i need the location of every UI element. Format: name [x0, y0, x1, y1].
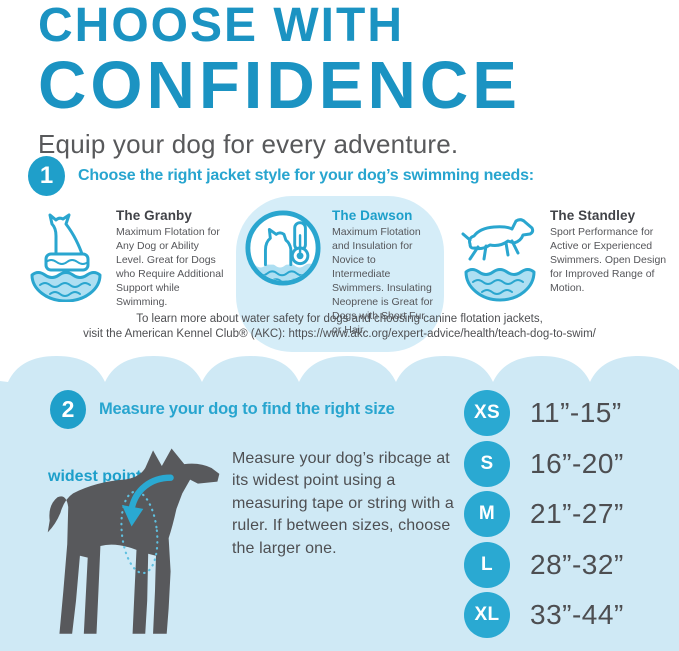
size-range-xl: 33”-44”	[530, 599, 624, 630]
granby-title: The Granby	[116, 208, 193, 223]
size-row-m: M 21”-27”	[464, 491, 624, 537]
akc-note-line1: To learn more about water safety for dog…	[136, 313, 543, 325]
step2-heading: Measure your dog to find the right size	[99, 400, 395, 418]
size-range-xs: 11”-15”	[530, 397, 622, 428]
granby-text: The Granby Maximum Flotation for Any Dog…	[116, 208, 228, 310]
page-subtitle: Equip your dog for every adventure.	[38, 129, 459, 159]
dog-on-float-icon	[30, 213, 102, 302]
step1-heading: Choose the right jacket style for your d…	[78, 167, 534, 184]
page-title-line2: CONFIDENCE	[38, 48, 521, 123]
step1-header: 1 Choose the right jacket style for your…	[28, 156, 534, 196]
size-row-s: S 16”-20”	[464, 440, 624, 487]
size-badge-xl: XL	[464, 592, 510, 638]
size-range-l: 28”-32”	[530, 548, 624, 580]
title-block: CHOOSE WITH CONFIDENCE Equip your dog fo…	[38, 2, 521, 160]
dog-measurement-illustration	[38, 442, 233, 647]
wave-divider	[0, 356, 679, 386]
dawson-title: The Dawson	[332, 208, 413, 223]
akc-note: To learn more about water safety for dog…	[0, 312, 679, 342]
dog-thermometer-icon	[245, 210, 321, 286]
dog-jumping-icon	[461, 218, 536, 302]
sizing-section: 2 Measure your dog to find the right siz…	[0, 386, 679, 651]
jacket-style-section: CHOOSE WITH CONFIDENCE Equip your dog fo…	[0, 1, 679, 352]
standley-text: The Standley Sport Performance for Activ…	[550, 208, 674, 296]
standley-title: The Standley	[550, 208, 636, 223]
step2-number-badge: 2	[50, 390, 86, 429]
dawson-description: Maximum Flotation and Insulation for Nov…	[332, 226, 433, 336]
akc-note-line2: visit the American Kennel Club® (AKC): h…	[83, 327, 596, 340]
size-range-s: 16”-20”	[530, 447, 624, 479]
size-row-xl: XL 33”-44”	[464, 592, 624, 638]
granby-description: Maximum Flotation for Any Dog or Ability…	[116, 226, 224, 308]
style-card-standley: The Standley Sport Performance for Activ…	[460, 208, 674, 302]
size-row-l: L 28”-32”	[464, 541, 624, 588]
size-badge-s: S	[464, 440, 510, 487]
page-title-line1: CHOOSE WITH	[38, 0, 404, 52]
style-card-granby: The Granby Maximum Flotation for Any Dog…	[26, 208, 228, 310]
size-badge-l: L	[464, 541, 510, 588]
measuring-instructions: Measure your dog’s ribcage at its widest…	[232, 450, 454, 557]
size-badge-m: M	[464, 491, 510, 537]
standley-description: Sport Performance for Active or Experien…	[550, 226, 667, 294]
dawson-text: The Dawson Maximum Flotation and Insulat…	[332, 208, 434, 338]
step2-header: 2 Measure your dog to find the right siz…	[50, 390, 395, 429]
size-chart: XS 11”-15” S 16”-20” M 21”-27” L 28”-32”…	[464, 390, 624, 643]
style-card-dawson: The Dawson Maximum Flotation and Insulat…	[236, 196, 444, 352]
dog-silhouette-icon	[47, 448, 220, 634]
ribcage-dashed-ellipse	[120, 490, 159, 575]
step1-number-badge: 1	[28, 156, 65, 196]
size-row-xs: XS 11”-15”	[464, 390, 624, 436]
size-range-m: 21”-27”	[530, 498, 624, 529]
measure-arrow-icon	[128, 474, 174, 513]
size-badge-xs: XS	[464, 390, 510, 436]
